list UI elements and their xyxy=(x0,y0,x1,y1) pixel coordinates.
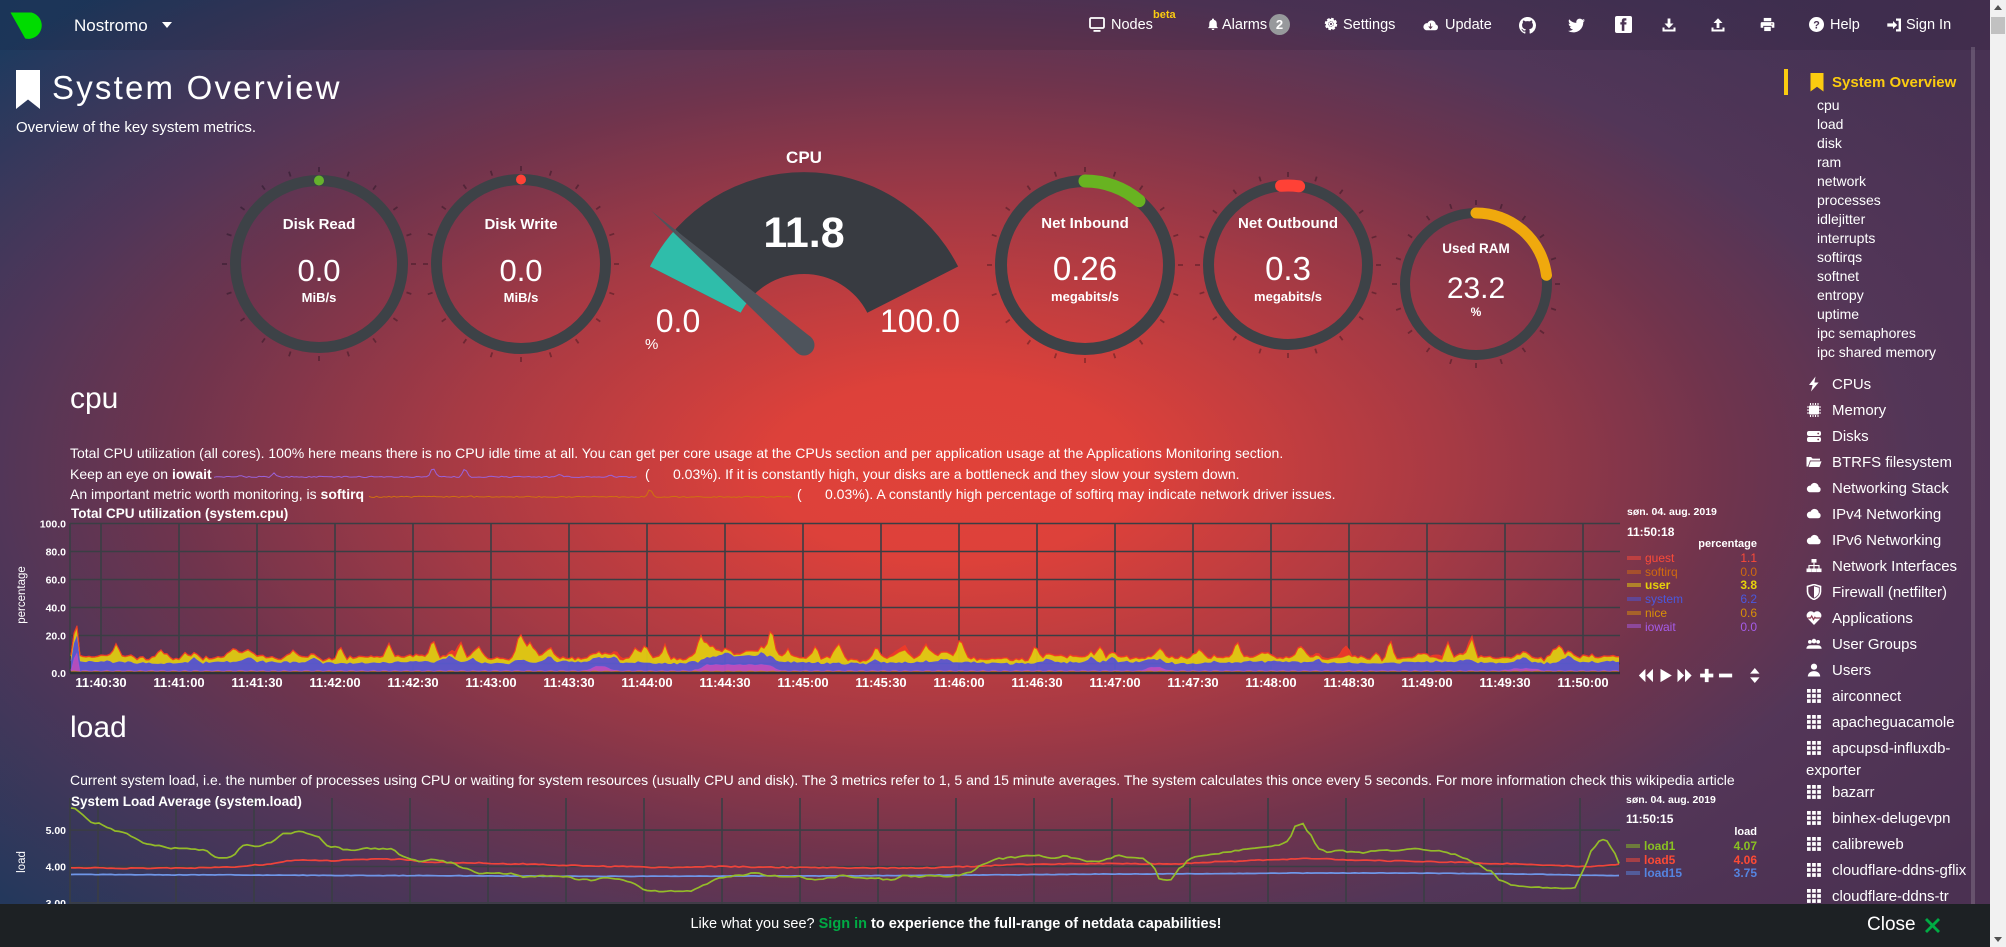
svg-text:11:46:30: 11:46:30 xyxy=(1011,675,1062,690)
svg-text:11:43:30: 11:43:30 xyxy=(543,675,594,690)
svg-text:11:48:30: 11:48:30 xyxy=(1323,675,1374,690)
svg-text:Net Inbound: Net Inbound xyxy=(1041,215,1128,232)
svg-text:23.2: 23.2 xyxy=(1447,272,1505,305)
svg-text:11:49:30: 11:49:30 xyxy=(1479,675,1530,690)
svg-text:megabits/s: megabits/s xyxy=(1254,289,1322,304)
svg-text:11:47:30: 11:47:30 xyxy=(1167,675,1218,690)
svg-text:11:42:00: 11:42:00 xyxy=(309,675,360,690)
svg-text:40.0: 40.0 xyxy=(46,603,67,615)
svg-text:11:50:00: 11:50:00 xyxy=(1557,675,1608,690)
svg-text:11:46:00: 11:46:00 xyxy=(933,675,984,690)
svg-text:11:48:00: 11:48:00 xyxy=(1245,675,1296,690)
svg-text:Disk Write: Disk Write xyxy=(484,216,557,233)
svg-text:System Load Average (system.lo: System Load Average (system.load) xyxy=(71,794,302,809)
svg-text:11:42:30: 11:42:30 xyxy=(387,675,438,690)
svg-text:11:47:00: 11:47:00 xyxy=(1089,675,1140,690)
svg-text:%: % xyxy=(1471,305,1482,319)
svg-text:0.0: 0.0 xyxy=(297,253,340,288)
svg-text:MiB/s: MiB/s xyxy=(302,290,337,305)
svg-text:11.8: 11.8 xyxy=(763,209,844,257)
svg-text:0.0: 0.0 xyxy=(499,253,542,288)
svg-text:Disk Read: Disk Read xyxy=(283,216,356,233)
svg-text:4.00: 4.00 xyxy=(46,862,67,874)
svg-text:percentage: percentage xyxy=(16,566,28,624)
svg-text:11:40:30: 11:40:30 xyxy=(75,675,126,690)
svg-text:3.00: 3.00 xyxy=(46,898,67,904)
svg-text:load: load xyxy=(16,851,28,873)
svg-text:60.0: 60.0 xyxy=(46,575,67,587)
svg-text:0.0: 0.0 xyxy=(51,668,66,680)
svg-text:?: ? xyxy=(1813,19,1820,31)
svg-text:megabits/s: megabits/s xyxy=(1051,289,1119,304)
svg-text:11:49:00: 11:49:00 xyxy=(1401,675,1452,690)
svg-text:5.00: 5.00 xyxy=(46,825,67,837)
svg-text:Net Outbound: Net Outbound xyxy=(1238,215,1338,232)
svg-text:MiB/s: MiB/s xyxy=(504,290,539,305)
svg-text:20.0: 20.0 xyxy=(46,631,67,643)
svg-text:0.26: 0.26 xyxy=(1053,250,1117,287)
svg-text:11:44:00: 11:44:00 xyxy=(621,675,672,690)
svg-text:100.0: 100.0 xyxy=(40,519,66,531)
svg-text:11:45:00: 11:45:00 xyxy=(777,675,828,690)
svg-text:11:45:30: 11:45:30 xyxy=(855,675,906,690)
svg-text:11:41:30: 11:41:30 xyxy=(231,675,282,690)
svg-text:11:44:30: 11:44:30 xyxy=(699,675,750,690)
svg-text:Used RAM: Used RAM xyxy=(1442,241,1510,256)
svg-text:80.0: 80.0 xyxy=(46,547,67,559)
svg-text:11:41:00: 11:41:00 xyxy=(153,675,204,690)
svg-text:0.3: 0.3 xyxy=(1265,250,1311,287)
svg-text:Total CPU utilization (system.: Total CPU utilization (system.cpu) xyxy=(71,506,288,521)
svg-text:11:43:00: 11:43:00 xyxy=(465,675,516,690)
